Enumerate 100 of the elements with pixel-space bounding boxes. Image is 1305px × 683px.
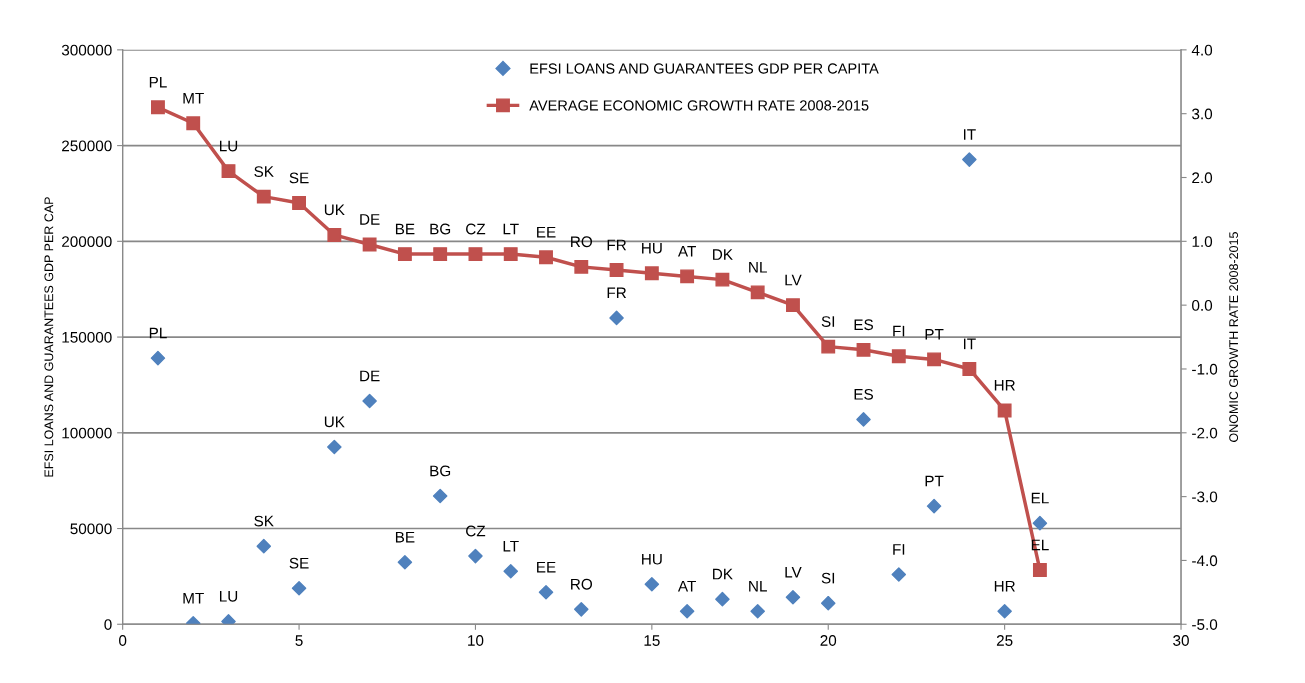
x-tick-label: 15: [644, 635, 660, 646]
point: [680, 269, 695, 284]
y-tick-label: 200000: [62, 236, 112, 248]
y2-tick-label: -5.0: [1192, 619, 1218, 630]
point: [397, 247, 412, 262]
point: [256, 538, 272, 554]
point: [468, 247, 483, 262]
annotation: HR: [994, 380, 1015, 391]
y2-tick-label: 1.0: [1192, 236, 1213, 248]
point: [997, 403, 1012, 418]
point: [609, 263, 624, 277]
point: [856, 342, 871, 357]
y-axis-title: EFSI LOANS AND GUARANTEES GDP PER CAP: [44, 197, 54, 477]
annotation: CZ: [466, 525, 486, 537]
annotation: RO: [571, 578, 593, 590]
x-tick-label: 10: [468, 635, 484, 646]
annotation: DE: [360, 370, 380, 382]
point: [468, 548, 483, 564]
annotation: ES: [854, 388, 874, 400]
point: [891, 567, 907, 582]
annotation: RO: [571, 236, 593, 248]
y2-tick-label: -2.0: [1192, 427, 1218, 439]
y2-axis-title: ONOMIC GROWTH RATE 2008-2015: [1229, 232, 1239, 442]
annotation: EE: [537, 226, 556, 238]
y-tick-label: 300000: [61, 44, 112, 56]
point: [997, 603, 1012, 619]
point: [292, 196, 307, 210]
y2-tick-label: 3.0: [1192, 108, 1213, 120]
annotation: HU: [642, 242, 662, 254]
y2-tick-label: 4.0: [1191, 44, 1213, 56]
legend-label: AVERAGE ECONOMIC GROWTH RATE 2008-2015: [529, 100, 869, 111]
annotation: LV: [785, 566, 802, 578]
point: [962, 362, 977, 376]
annotation: AT: [677, 580, 696, 592]
point: [679, 603, 695, 619]
annotation: NL: [749, 262, 767, 273]
annotation: AT: [677, 246, 696, 257]
annotation: CZ: [466, 223, 486, 235]
x-tick-label: 25: [996, 635, 1013, 646]
point: [574, 602, 589, 617]
annotation: IT: [963, 129, 976, 140]
point: [609, 310, 624, 326]
annotation: HR: [994, 580, 1015, 592]
annotation: UK: [324, 204, 345, 216]
point: [644, 266, 659, 281]
point: [715, 272, 730, 287]
annotation: SK: [254, 166, 274, 177]
point: [151, 100, 165, 115]
legend-label: EFSI LOANS AND GUARANTEES GDP PER CAPITA: [530, 63, 879, 74]
annotation: BG: [430, 465, 451, 477]
y2-tick-label: -4.0: [1192, 555, 1218, 567]
point: [327, 227, 342, 242]
annotation: LU: [219, 140, 238, 152]
annotation: MT: [183, 592, 204, 604]
y-tick-label: 150000: [62, 331, 112, 343]
y-tick-label: 0: [104, 619, 112, 630]
x-tick-label: 0: [119, 635, 127, 646]
point: [327, 439, 342, 455]
point: [962, 152, 977, 167]
point: [503, 247, 518, 262]
point: [927, 352, 942, 367]
annotation: BE: [395, 531, 415, 543]
annotation: FR: [607, 239, 627, 251]
annotation: SI: [821, 572, 835, 584]
x-tick-label: 20: [820, 635, 837, 646]
y-tick-label: 100000: [62, 427, 112, 439]
point: [538, 585, 554, 600]
point: [1032, 515, 1048, 531]
point: [750, 603, 765, 619]
annotation: ES: [854, 319, 874, 331]
annotation: SK: [254, 515, 274, 527]
annotation: FI: [893, 325, 905, 337]
point: [186, 116, 201, 131]
annotation: SE: [289, 172, 309, 184]
annotation: IT: [963, 338, 976, 350]
annotation: PT: [925, 475, 944, 487]
annotation: LU: [219, 591, 238, 602]
y2-tick-label: -3.0: [1192, 491, 1218, 503]
point: [820, 595, 836, 611]
point: [574, 259, 589, 274]
point: [750, 285, 765, 300]
annotation: FI: [893, 544, 905, 555]
annotation: DE: [360, 214, 380, 225]
y2-tick-label: 2.0: [1192, 172, 1213, 184]
point: [221, 164, 236, 179]
annotation: NL: [749, 580, 767, 592]
point: [891, 349, 906, 364]
point: [786, 298, 800, 313]
point: [397, 554, 413, 570]
point: [821, 339, 836, 354]
y2-tick-label: -1.0: [1192, 363, 1218, 375]
annotation: PL: [149, 76, 167, 88]
annotation: DK: [713, 568, 733, 580]
point: [1032, 563, 1047, 577]
y-tick-label: 50000: [70, 523, 112, 535]
point: [785, 589, 801, 605]
point: [433, 247, 448, 262]
annotation: SE: [289, 557, 309, 569]
point: [644, 576, 660, 592]
point: [432, 488, 448, 504]
